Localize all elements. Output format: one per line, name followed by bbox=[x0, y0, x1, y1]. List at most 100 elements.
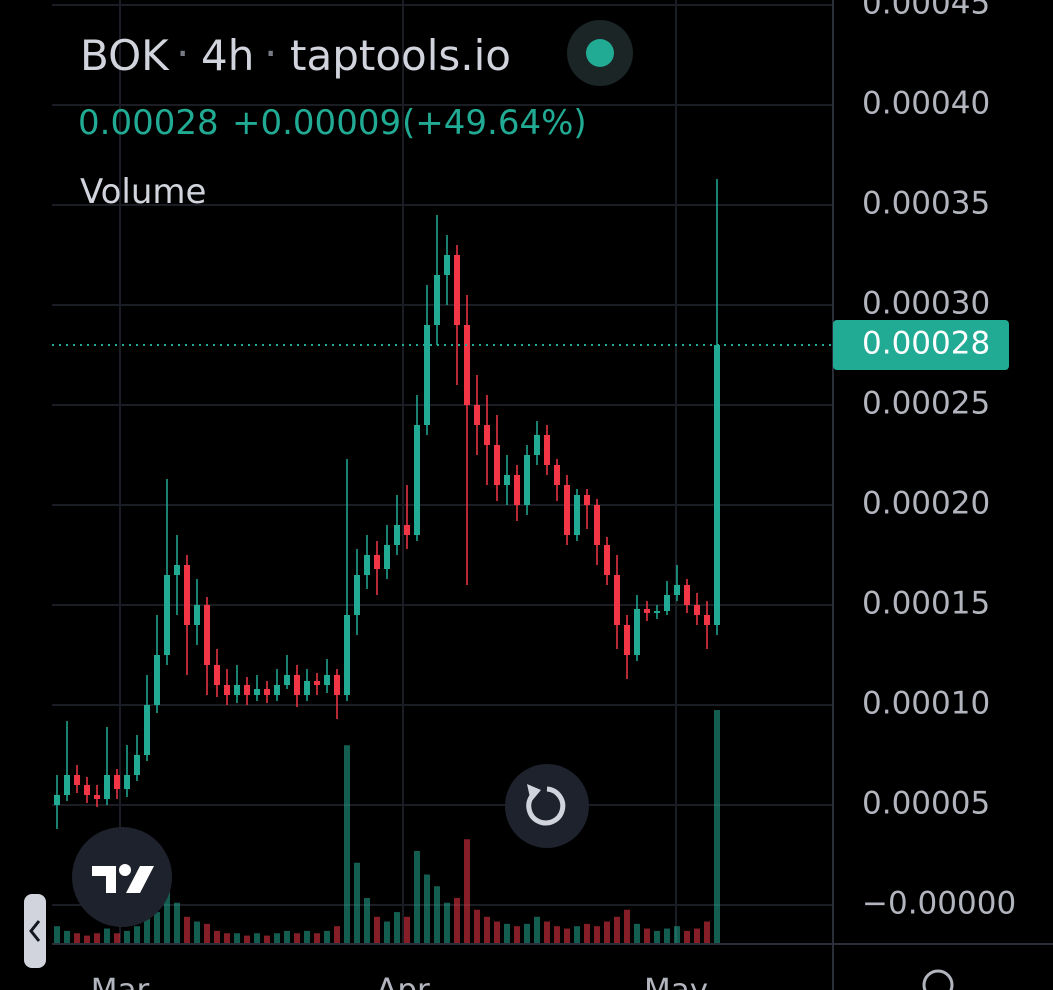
candle-body bbox=[514, 475, 520, 505]
candle-body bbox=[584, 495, 590, 505]
logo-shape bbox=[119, 864, 131, 876]
volume-bar bbox=[414, 851, 420, 945]
volume-bar bbox=[254, 933, 260, 945]
volume-bar bbox=[624, 909, 630, 945]
candle-body bbox=[74, 775, 80, 785]
volume-bar bbox=[244, 935, 250, 945]
volume-bar bbox=[714, 710, 720, 945]
y-tick-label: 0.00015 bbox=[862, 586, 990, 622]
candle-body bbox=[404, 525, 410, 535]
volume-bar bbox=[274, 933, 280, 945]
source: taptools.io bbox=[290, 31, 511, 80]
price-change: +0.00009 bbox=[232, 103, 401, 143]
interval: 4h bbox=[201, 31, 254, 80]
candle-body bbox=[484, 425, 490, 445]
candle-body bbox=[154, 655, 160, 705]
candle-body bbox=[184, 565, 190, 625]
volume-bar bbox=[434, 886, 440, 945]
candle-body bbox=[424, 325, 430, 425]
candle-body bbox=[144, 705, 150, 755]
volume-bar bbox=[344, 745, 350, 945]
candle-body bbox=[614, 575, 620, 625]
volume-bar bbox=[154, 912, 160, 945]
logo-shape bbox=[92, 866, 116, 893]
last-price-header: 0.00028 bbox=[78, 103, 219, 143]
candle-body bbox=[284, 675, 290, 685]
last-price-box bbox=[833, 320, 1009, 370]
volume-bar bbox=[614, 916, 620, 945]
candle-body bbox=[714, 345, 720, 625]
volume-bar bbox=[704, 921, 710, 945]
candle-body bbox=[644, 609, 650, 613]
volume-bar bbox=[184, 916, 190, 945]
volume-bar bbox=[64, 930, 70, 945]
candle-body bbox=[84, 785, 90, 795]
volume-bar bbox=[664, 928, 670, 945]
volume-bar bbox=[544, 921, 550, 945]
candle-body bbox=[554, 465, 560, 485]
candle-body bbox=[624, 625, 630, 655]
volume-bar bbox=[484, 916, 490, 945]
volume-bar bbox=[684, 930, 690, 945]
symbol: BOK bbox=[80, 31, 170, 80]
settings-icon[interactable] bbox=[922, 969, 954, 990]
candle-body bbox=[224, 685, 230, 695]
tradingview-logo[interactable] bbox=[72, 827, 172, 927]
candle-body bbox=[204, 605, 210, 665]
candle-body bbox=[574, 495, 580, 535]
y-tick-label: −0.00000 bbox=[862, 886, 1016, 922]
candle-body bbox=[344, 615, 350, 695]
y-tick-label: 0.00020 bbox=[862, 486, 990, 522]
candle-body bbox=[564, 485, 570, 535]
candle-body bbox=[674, 585, 680, 595]
volume-bar bbox=[674, 926, 680, 945]
x-tick-label: May bbox=[644, 973, 708, 990]
candle-body bbox=[604, 545, 610, 575]
reset-arrow bbox=[527, 784, 541, 802]
collapse-tab[interactable] bbox=[24, 894, 46, 968]
candle-body bbox=[494, 445, 500, 485]
candle-body bbox=[544, 435, 550, 465]
volume-bar bbox=[404, 916, 410, 945]
volume-bar bbox=[454, 898, 460, 945]
candle-body bbox=[274, 685, 280, 695]
last-price-label: 0.00028 bbox=[862, 326, 990, 362]
separator: · bbox=[176, 29, 189, 78]
volume-bar bbox=[464, 839, 470, 945]
volume-bar bbox=[654, 930, 660, 945]
volume-bar bbox=[234, 933, 240, 945]
candle-body bbox=[234, 685, 240, 695]
volume-bar bbox=[134, 926, 140, 945]
volume-bars bbox=[54, 710, 720, 945]
x-tick-label: Apr bbox=[376, 973, 430, 990]
volume-bar bbox=[144, 916, 150, 945]
volume-bar bbox=[504, 923, 510, 945]
candle-body bbox=[534, 435, 540, 455]
y-tick-label: 0.00005 bbox=[862, 786, 990, 822]
volume-bar bbox=[584, 923, 590, 945]
volume-bar bbox=[174, 902, 180, 945]
volume-bar bbox=[314, 933, 320, 945]
candle-body bbox=[504, 475, 510, 485]
volume-bar bbox=[474, 909, 480, 945]
reset-button[interactable] bbox=[505, 764, 589, 848]
volume-bar bbox=[164, 874, 170, 945]
candle-body bbox=[704, 615, 710, 625]
volume-bar bbox=[424, 874, 430, 945]
volume-bar bbox=[94, 933, 100, 945]
volume-bar bbox=[114, 933, 120, 945]
candle-body bbox=[294, 675, 300, 695]
volume-bar bbox=[444, 902, 450, 945]
volume-bar bbox=[364, 898, 370, 945]
volume-bar bbox=[494, 921, 500, 945]
candles bbox=[54, 179, 720, 829]
candle-body bbox=[54, 795, 60, 805]
candle-body bbox=[464, 325, 470, 405]
volume-bar bbox=[324, 930, 330, 945]
volume-bar bbox=[564, 928, 570, 945]
candle-body bbox=[444, 255, 450, 275]
axes: −0.00000 0.00005 0.00010 0.00015 0.00020 0.00… bbox=[52, 0, 1016, 990]
reset-icon bbox=[526, 786, 566, 826]
volume-bar bbox=[224, 933, 230, 945]
